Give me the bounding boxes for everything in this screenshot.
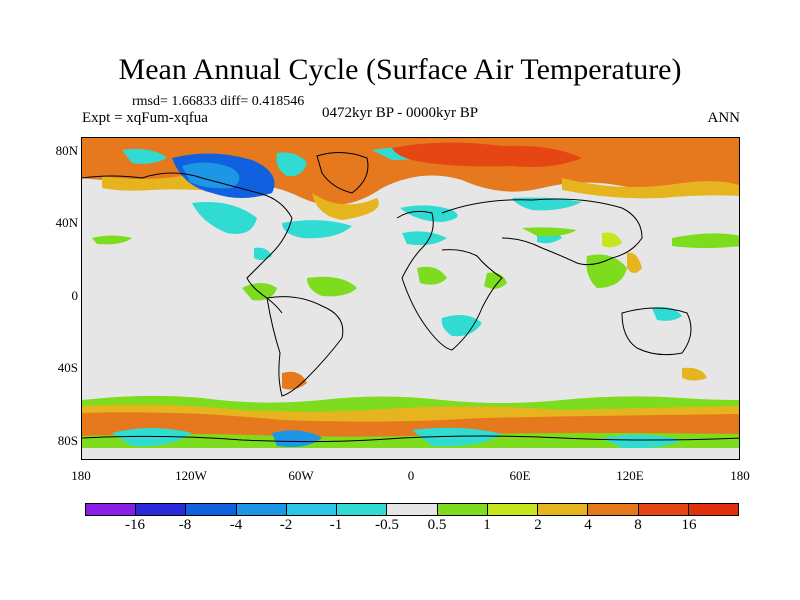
colorbar-swatch [437,504,488,515]
arctic-warm-band [82,138,739,206]
colorbar-label: -2 [279,517,293,533]
colorbar-swatch [186,504,237,515]
colorbar-swatch [588,504,639,515]
colorbar-label: -0.5 [375,517,399,533]
colorbar-swatch [487,504,539,515]
lat-label: 0 [71,288,79,303]
siberia-hot-region [392,142,582,167]
australia-coast [621,307,692,356]
greenland-coast [316,152,369,194]
period-label: 0472kyr BP - 0000kyr BP [322,105,479,121]
lon-label: 60E [509,468,531,483]
lat-label: 40N [55,215,78,230]
lon-label: 180 [71,468,91,483]
plot-title: Mean Annual Cycle (Surface Air Temperatu… [118,53,682,86]
colorbar-label: -1 [329,517,343,533]
colorbar-label: 1 [483,517,491,533]
colorbar-label: -16 [125,517,145,533]
north-america-coast [82,172,293,314]
colorbar-swatch [638,504,689,515]
europe-africa-coast [396,210,503,351]
rmsd-stats: rmsd= 1.66833 diff= 0.418546 [132,94,305,109]
colorbar-label: -8 [178,517,192,533]
colorbar-label: 4 [584,517,592,533]
colorbar-swatch [688,504,739,515]
colorbar-swatch [136,504,187,515]
colorbar-label: 16 [681,517,697,533]
coastlines [82,152,739,443]
colorbar-swatch [86,504,137,515]
asia-coast [441,198,643,266]
colorbar-label: -4 [229,517,243,533]
colorbar-swatch [286,504,338,515]
pacific-cool-patch [192,202,257,234]
colorbar [85,503,739,516]
lon-label: 120W [175,468,207,483]
lon-label: 60W [288,468,314,483]
lon-label: 0 [407,468,415,483]
map-canvas [82,138,739,459]
south-america-coast [266,296,344,397]
colorbar-swatch [538,504,589,515]
antarctica-coast [82,435,739,443]
colorbar-swatch [236,504,287,515]
lat-label: 80S [57,433,78,448]
season-label: ANN [707,110,741,126]
lat-label: 40S [57,360,78,375]
lon-label: 120E [616,468,644,483]
experiment-label: Expt = xqFum-xqfua [82,110,208,126]
lat-label: 80N [55,143,78,158]
lon-label: 180 [730,468,750,483]
colorbar-label: 8 [634,517,642,533]
temperature-map [81,137,740,460]
colorbar-label: 0.5 [427,517,447,533]
colorbar-label: 2 [534,517,542,533]
colorbar-swatch [337,504,388,515]
colorbar-swatch [387,504,438,515]
